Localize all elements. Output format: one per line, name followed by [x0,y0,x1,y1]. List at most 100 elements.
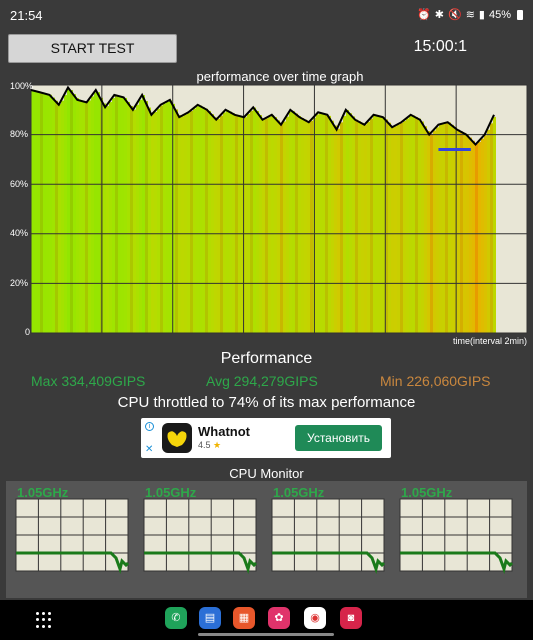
cpu-core-frequency: 1.05GHz [273,485,325,500]
performance-bar [283,121,286,333]
performance-bar [319,112,322,333]
performance-bar [109,102,112,333]
cpu-monitor-panel: 1.05GHz 1.05GHz 1.05GHz 1.05GHz [6,481,527,598]
gallery-icon[interactable]: ✿ [268,607,290,629]
cpu-core-graph [399,498,514,575]
y-tick-label: 60% [10,179,29,189]
performance-bar [76,98,79,333]
performance-bar [244,117,247,334]
performance-bar [322,113,325,333]
performance-bar [397,124,400,333]
performance-bar [301,118,304,333]
performance-bar [133,109,136,333]
messages-icon[interactable]: ▤ [199,607,221,629]
performance-bar [394,126,397,333]
home-indicator[interactable] [198,633,334,636]
performance-bar [226,110,229,333]
performance-bar [205,108,208,333]
phone-icon[interactable]: ✆ [165,607,187,629]
cpu-core-frequency: 1.05GHz [401,485,453,500]
performance-bar [268,116,271,334]
start-test-button[interactable]: START TEST [8,34,177,63]
performance-bar [145,101,148,333]
performance-bar [460,131,463,333]
performance-bar [154,111,157,333]
performance-bar [40,92,43,334]
signal-icon: ▮ [478,9,485,21]
x-axis-label: time(interval 2min) [452,336,527,346]
performance-bar [136,104,139,333]
battery-percent: 45% [488,8,511,21]
performance-bar [49,94,52,333]
camera-icon[interactable]: ◙ [340,607,362,629]
performance-bar [433,130,436,333]
performance-bar [214,117,217,334]
performance-bar [355,119,358,333]
performance-bar [91,96,94,333]
performance-line [30,85,495,146]
performance-bar [139,99,142,333]
performance-bar [175,109,178,333]
performance-bar [58,104,61,333]
performance-bar [361,122,364,333]
ad-rating-value: 4.5 [198,440,211,450]
performance-bar [427,131,430,333]
performance-bar [34,90,37,333]
performance-bar [124,97,127,333]
ad-info-icon[interactable]: i [145,422,154,431]
cpu-core-graph [15,498,130,575]
performance-bar [184,114,187,333]
ad-banner[interactable]: i ✕ Whatnot 4.5 ★ Установить [141,418,391,458]
alarm-icon: ⏰ [417,9,431,21]
performance-bar [457,129,460,333]
performance-bar [235,114,238,333]
performance-bar [37,91,40,333]
performance-bar [181,116,184,333]
performance-bar [61,100,64,333]
ad-install-button[interactable]: Установить [295,425,382,451]
test-timer: 15:00:1 [413,38,467,55]
performance-bar [274,117,277,333]
status-icons: ⏰ ✱ 🔇 ≋ ▮ 45% [417,8,523,21]
performance-bar [424,126,427,333]
performance-bar [415,117,418,334]
performance-bar [259,115,262,333]
performance-bar [379,116,382,333]
performance-bar [481,138,484,333]
performance-bar [43,93,46,333]
ad-rating: 4.5 ★ [198,440,221,451]
performance-bar [82,101,85,333]
performance-bar [445,122,448,333]
performance-bar [472,140,475,333]
performance-bar [328,115,331,334]
graph-title: performance over time graph [196,69,364,84]
cpu-monitor-title: CPU Monitor [229,466,304,481]
y-tick-label: 0 [25,327,31,337]
performance-bar [172,103,175,334]
performance-bar [64,95,67,333]
performance-bar [55,100,58,333]
app-drawer-icon[interactable] [36,612,52,628]
performance-bar [295,113,298,333]
performance-bar [337,128,340,333]
ad-close-icon[interactable]: ✕ [145,444,154,455]
performance-bar [94,92,97,333]
performance-bar [400,122,403,333]
performance-bar [364,124,367,333]
performance-bar [52,97,55,334]
performance-bar [178,115,181,334]
performance-bar [277,120,280,333]
performance-bar [280,123,283,333]
performance-bar [115,95,118,333]
performance-bar [142,95,145,334]
store-icon[interactable]: ▦ [233,607,255,629]
performance-bar [463,132,466,333]
performance-bar [454,127,457,333]
performance-bar [148,107,151,333]
performance-bar [493,116,496,333]
performance-bar [70,90,73,334]
mute-icon: 🔇 [447,9,462,21]
chrome-icon[interactable]: ◉ [304,607,326,629]
performance-bar [106,106,109,333]
